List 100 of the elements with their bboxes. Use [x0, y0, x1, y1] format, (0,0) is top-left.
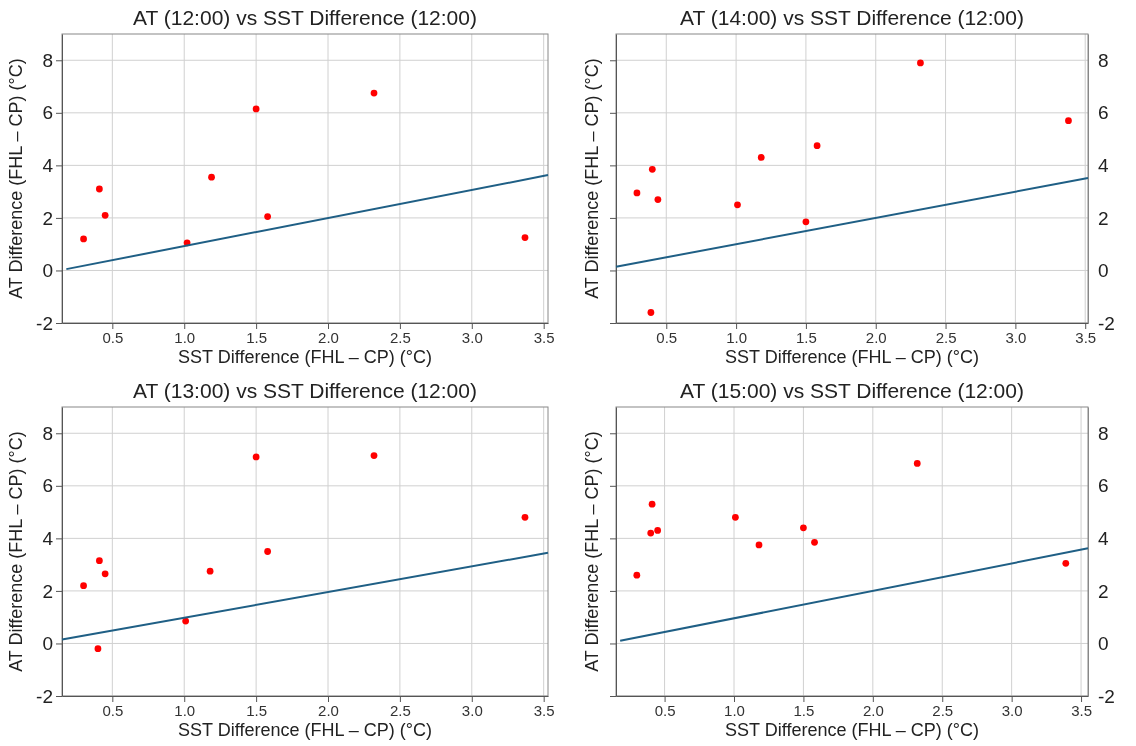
y2-tick-label: 2 — [1098, 580, 1109, 602]
y-tick-label: 6 — [42, 102, 53, 124]
x-tick-label: 2.5 — [932, 701, 954, 719]
point — [96, 557, 103, 565]
x-tick-label: 3.5 — [533, 701, 555, 719]
x-tick-label: 2.0 — [862, 701, 884, 719]
x-axis-title: SST Difference (FHL – CP) (°C) — [178, 347, 432, 367]
x-tick-label: 0.5 — [656, 328, 678, 346]
chart-title: AT (14:00) vs SST Difference (12:00) — [680, 6, 1024, 29]
x-tick-label: 3.0 — [1005, 328, 1027, 346]
x-tick-label: 0.5 — [654, 701, 676, 719]
x-tick-label: 3.5 — [1071, 701, 1092, 719]
point — [755, 541, 763, 549]
point — [208, 173, 215, 181]
point — [757, 154, 765, 161]
x-tick-label: 2.5 — [389, 328, 411, 346]
y2-tick-label: 6 — [1098, 102, 1109, 124]
y-tick-label: 2 — [42, 580, 53, 602]
chart-title: AT (13:00) vs SST Difference (12:00) — [133, 379, 477, 402]
point — [521, 234, 529, 241]
x-tick-label: 0.5 — [102, 328, 124, 346]
point — [1062, 559, 1070, 567]
point — [811, 538, 818, 546]
y-tick-label: 4 — [42, 527, 54, 549]
point — [101, 570, 109, 578]
chart-title: AT (12:00) vs SST Difference (12:00) — [133, 6, 477, 29]
x-axis-title: SST Difference (FHL – CP) (°C) — [725, 347, 979, 367]
point — [800, 524, 807, 532]
point — [370, 89, 378, 97]
point — [264, 213, 271, 220]
point — [648, 165, 656, 173]
point — [647, 529, 655, 537]
y-tick-label: 8 — [42, 422, 53, 444]
point — [206, 567, 214, 575]
x-tick-label: 1.5 — [246, 701, 268, 719]
point — [94, 645, 102, 653]
x-tick-label: 1.5 — [246, 328, 268, 346]
x-tick-label: 3.0 — [461, 701, 483, 719]
y-tick-label: 0 — [42, 260, 53, 282]
x-tick-label: 3.0 — [1001, 701, 1023, 719]
point — [182, 617, 190, 625]
y-axis-title: AT Difference (FHL – CP) (°C) — [6, 431, 26, 672]
point — [96, 185, 103, 193]
x-tick-label: 2.5 — [935, 328, 957, 346]
y-tick-label: 2 — [42, 207, 53, 229]
x-axis-title: SST Difference (FHL – CP) (°C) — [178, 720, 432, 740]
x-tick-label: 0.5 — [102, 701, 124, 719]
y-axis-title: AT Difference (FHL – CP) (°C) — [582, 431, 602, 672]
y2-tick-label: 4 — [1098, 154, 1109, 176]
point — [80, 235, 87, 243]
point — [732, 513, 739, 521]
point — [648, 500, 656, 508]
point — [252, 453, 260, 461]
y2-tick-label: 8 — [1098, 422, 1109, 444]
y2-tick-label: 6 — [1098, 475, 1109, 497]
y2-tick-label: -2 — [1098, 312, 1115, 334]
x-tick-label: 1.5 — [793, 701, 815, 719]
y-tick-label: 0 — [42, 633, 53, 655]
x-tick-label: 2.0 — [318, 328, 339, 346]
y-axis-title: AT Difference (FHL – CP) (°C) — [6, 58, 26, 299]
y-tick-label: 6 — [42, 475, 53, 497]
point — [654, 196, 662, 203]
y2-tick-label: 0 — [1098, 260, 1109, 282]
x-tick-label: 1.0 — [724, 701, 745, 719]
point — [101, 211, 109, 219]
y-tick-label: 8 — [42, 49, 53, 71]
point — [813, 142, 821, 150]
y-axis-title: AT Difference (FHL – CP) (°C) — [582, 58, 602, 299]
point — [521, 513, 529, 521]
y-tick-label: -2 — [36, 312, 53, 334]
y2-tick-label: 2 — [1098, 207, 1109, 229]
point — [1065, 117, 1072, 125]
point — [264, 548, 271, 555]
point — [252, 105, 260, 113]
y2-tick-label: 4 — [1098, 527, 1109, 549]
point — [80, 582, 87, 590]
x-tick-label: 2.0 — [865, 328, 887, 346]
y2-tick-label: -2 — [1098, 685, 1115, 707]
point — [647, 309, 655, 316]
point — [370, 452, 378, 459]
point — [802, 218, 810, 226]
point — [633, 571, 641, 579]
x-axis-title: SST Difference (FHL – CP) (°C) — [725, 720, 979, 740]
x-tick-label: 3.5 — [1075, 328, 1097, 346]
chart-title: AT (15:00) vs SST Difference (12:00) — [680, 379, 1024, 402]
y2-tick-label: 8 — [1098, 49, 1109, 71]
y2-tick-label: 0 — [1098, 633, 1109, 655]
point — [913, 460, 921, 467]
x-tick-label: 3.0 — [461, 328, 483, 346]
y-tick-label: -2 — [36, 685, 53, 707]
x-tick-label: 1.0 — [726, 328, 748, 346]
x-tick-label: 2.5 — [389, 701, 411, 719]
point — [917, 59, 924, 67]
point — [654, 527, 662, 534]
point — [734, 201, 741, 209]
x-tick-label: 1.0 — [174, 701, 196, 719]
y-tick-label: 4 — [42, 154, 54, 176]
x-tick-label: 3.5 — [533, 328, 555, 346]
point — [633, 189, 641, 197]
x-tick-label: 1.0 — [174, 328, 196, 346]
